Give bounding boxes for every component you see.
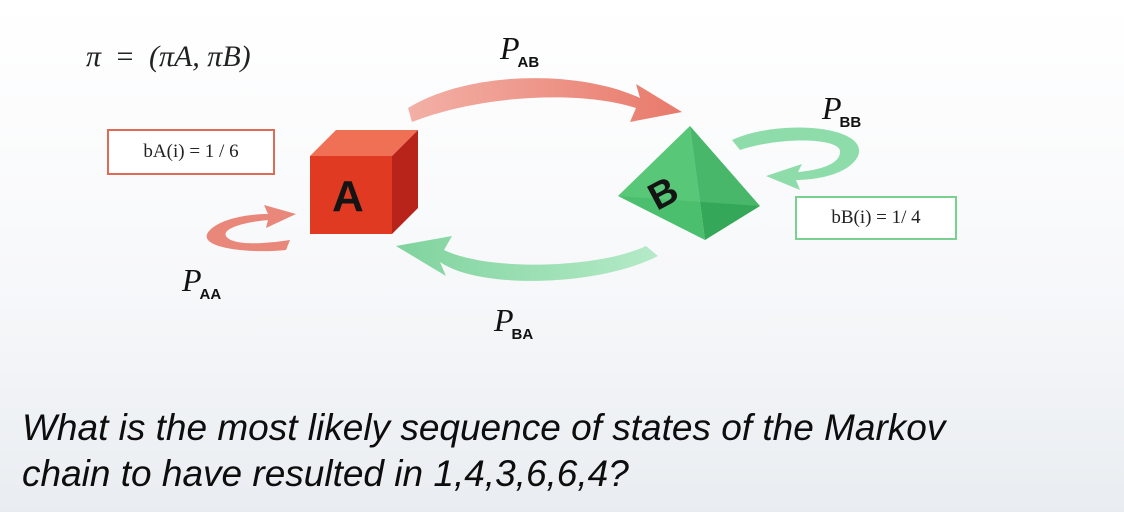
equals-sign: = [116,40,134,73]
emission-box-b: bB(i) = 1/ 4 [795,196,957,240]
state-a-cube [310,130,418,234]
emission-b-text: bB(i) = 1/ 4 [831,207,921,228]
state-a-label: A [332,172,364,221]
pi-vector: (πA, πB) [148,40,251,73]
question-text: What is the most likely sequence of stat… [22,405,1112,497]
emission-a-text: bA(i) = 1 / 6 [143,141,239,162]
label-p-bb: PBB [822,90,862,131]
initial-distribution-formula: π = (πA, πB) [86,40,251,74]
label-p-ab: PAB [500,30,540,71]
arrow-aa [206,205,296,252]
label-p-ba: PBA [494,302,534,343]
pi-symbol: π [86,40,102,73]
label-p-aa: PAA [182,262,222,303]
question-line-1: What is the most likely sequence of stat… [22,407,946,448]
arrow-ab [408,78,682,122]
arrow-ba [396,236,658,281]
emission-box-a: bA(i) = 1 / 6 [107,129,275,175]
question-line-2: chain to have resulted in 1,4,3,6,6,4? [22,453,629,494]
state-b-pyramid [618,126,760,240]
diagram-graphics [206,78,860,281]
arrow-bb [732,127,860,190]
